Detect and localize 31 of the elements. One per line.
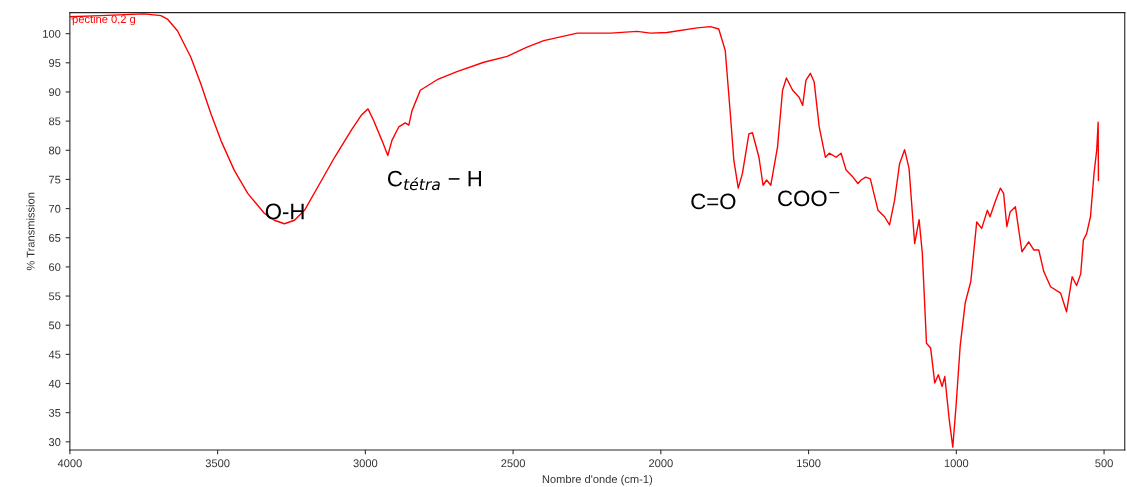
x-tick-label: 3000 bbox=[353, 459, 378, 468]
annotation: COO$^{−}$ bbox=[778, 190, 840, 207]
y-tick-label: 45 bbox=[48, 350, 61, 359]
x-tick-label: 1500 bbox=[797, 459, 821, 468]
y-tick-label: 40 bbox=[48, 379, 61, 388]
y-tick-label: 65 bbox=[49, 234, 61, 242]
x-tick-label: 2500 bbox=[501, 459, 526, 468]
y-tick-label: 35 bbox=[48, 408, 61, 417]
x-tick-label: 3500 bbox=[205, 459, 230, 468]
y-tick-label: 100 bbox=[43, 29, 61, 38]
y-tick-label: 90 bbox=[49, 88, 61, 97]
y-tick-label: 30 bbox=[48, 438, 61, 446]
x-tick-label: 4000 bbox=[57, 459, 82, 468]
legend-label: pectine 0,2 g bbox=[72, 14, 136, 26]
y-tick-label: 55 bbox=[48, 292, 61, 301]
x-axis-title: Nombre d'onde (cm-1) bbox=[542, 474, 653, 486]
y-tick-label: 60 bbox=[49, 263, 61, 272]
y-tick-label: 75 bbox=[49, 175, 61, 184]
y-tick-label: 80 bbox=[48, 146, 61, 155]
annotation: C=O bbox=[691, 193, 736, 210]
y-tick-label: 50 bbox=[48, 321, 61, 330]
y-tick-label: 70 bbox=[49, 204, 61, 213]
y-tick-label: 85 bbox=[48, 117, 61, 126]
y-tick-label: 95 bbox=[49, 59, 61, 67]
x-tick-label: 1000 bbox=[944, 459, 969, 468]
annotation: C$_{tétra}$ − H bbox=[387, 170, 481, 191]
annotation: O-H bbox=[265, 203, 304, 220]
x-tick-label: 2000 bbox=[649, 459, 673, 468]
y-axis-title: % Transmission bbox=[26, 192, 35, 271]
line-series bbox=[69, 13, 1100, 448]
x-tick-label: 500 bbox=[1095, 459, 1113, 468]
